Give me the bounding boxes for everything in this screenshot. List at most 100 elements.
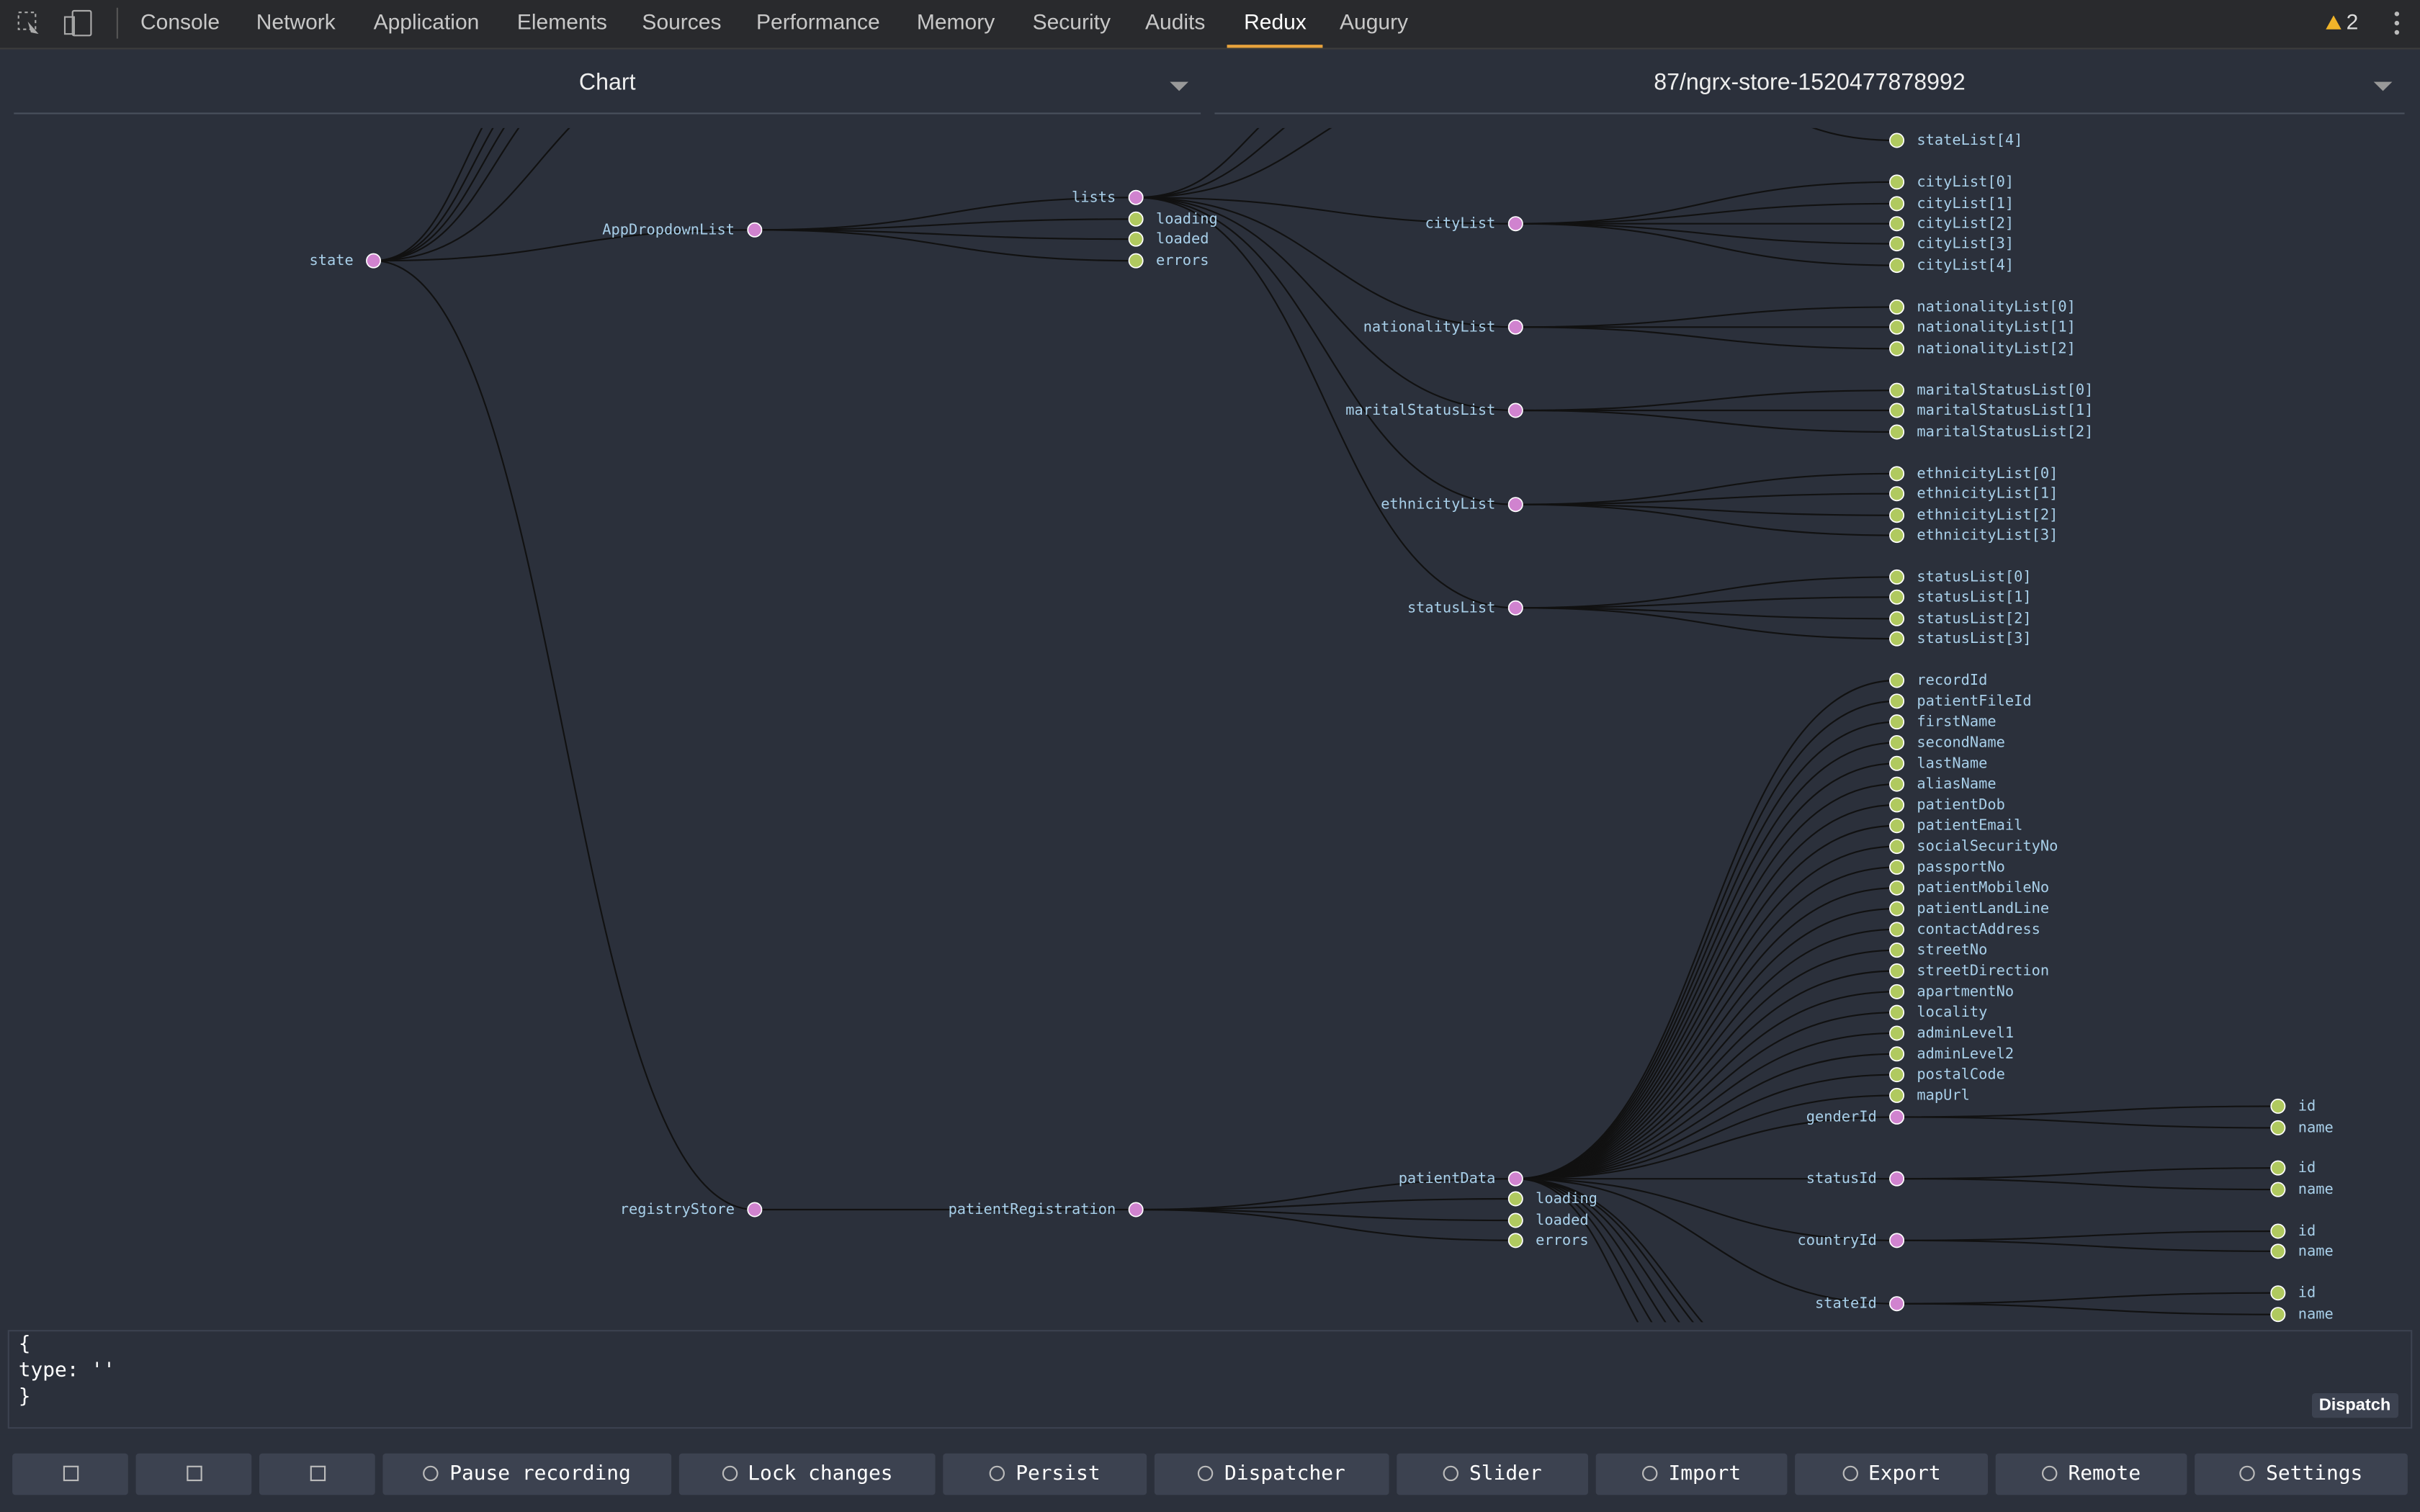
tab[interactable]: Security — [1032, 9, 1111, 35]
leaf-node[interactable] — [1889, 755, 1905, 771]
branch-node[interactable] — [1507, 319, 1523, 335]
leaf-node[interactable] — [1889, 672, 1905, 688]
leaf-node[interactable] — [1889, 1046, 1905, 1062]
branch-node[interactable] — [1507, 497, 1523, 513]
leaf-node[interactable] — [1889, 922, 1905, 937]
branch-node[interactable] — [1507, 216, 1523, 232]
tab[interactable]: Augury — [1340, 9, 1409, 35]
toolbar-button[interactable]: Import — [1595, 1453, 1788, 1495]
leaf-node[interactable] — [1889, 611, 1905, 626]
leaf-node[interactable] — [1889, 132, 1905, 148]
leaf-node[interactable] — [1889, 1067, 1905, 1083]
toolbar-button[interactable]: Pause recording — [382, 1453, 672, 1495]
leaf-node[interactable] — [2270, 1285, 2286, 1301]
leaf-node[interactable] — [1889, 299, 1905, 315]
leaf-node[interactable] — [1507, 1191, 1523, 1207]
leaf-node[interactable] — [1507, 1212, 1523, 1228]
toolbar-button[interactable]: Persist — [943, 1453, 1147, 1495]
leaf-node[interactable] — [2270, 1307, 2286, 1323]
leaf-node[interactable] — [1889, 196, 1905, 212]
tab[interactable]: Network — [256, 9, 336, 35]
leaf-node[interactable] — [1889, 319, 1905, 335]
leaf-node[interactable] — [1889, 693, 1905, 709]
leaf-node[interactable] — [1889, 528, 1905, 544]
leaf-node[interactable] — [1889, 569, 1905, 585]
tab[interactable]: Memory — [916, 9, 995, 35]
link — [754, 218, 1137, 231]
branch-node[interactable] — [747, 222, 763, 238]
toolbar-button[interactable]: Export — [1795, 1453, 1988, 1495]
branch-node[interactable] — [1889, 1296, 1905, 1312]
leaf-node[interactable] — [1507, 1233, 1523, 1248]
toolbar-button[interactable]: Dispatcher — [1154, 1453, 1389, 1495]
toolbar-button[interactable]: Settings — [2195, 1453, 2408, 1495]
dispatch-button[interactable]: Dispatch — [2311, 1392, 2398, 1418]
leaf-node[interactable] — [1889, 466, 1905, 482]
leaf-node[interactable] — [2270, 1160, 2286, 1176]
branch-node[interactable] — [747, 1202, 763, 1218]
icon-button[interactable] — [135, 1453, 252, 1495]
tab[interactable]: Sources — [642, 9, 722, 35]
leaf-node[interactable] — [1889, 236, 1905, 252]
leaf-node[interactable] — [1889, 341, 1905, 356]
leaf-node[interactable] — [1889, 797, 1905, 813]
leaf-node[interactable] — [1889, 901, 1905, 917]
action-editor[interactable]: { type: '' } Dispatch — [7, 1330, 2413, 1429]
leaf-node[interactable] — [1889, 508, 1905, 523]
leaf-node[interactable] — [1889, 714, 1905, 730]
leaf-node[interactable] — [2270, 1243, 2286, 1259]
view-selector[interactable]: Chart — [14, 50, 1201, 114]
leaf-node[interactable] — [1889, 1087, 1905, 1103]
leaf-node[interactable] — [1128, 211, 1144, 227]
leaf-node[interactable] — [1128, 253, 1144, 269]
leaf-node[interactable] — [1889, 402, 1905, 418]
tab[interactable]: Audits — [1145, 9, 1206, 35]
branch-node[interactable] — [366, 253, 382, 269]
toolbar-button[interactable]: Lock changes — [678, 1453, 936, 1495]
leaf-node[interactable] — [1889, 839, 1905, 855]
leaf-node[interactable] — [1889, 589, 1905, 605]
branch-node[interactable] — [1128, 189, 1144, 205]
leaf-node[interactable] — [1889, 776, 1905, 792]
leaf-node[interactable] — [2270, 1098, 2286, 1114]
leaf-node[interactable] — [1128, 231, 1144, 247]
tab[interactable]: Console — [140, 9, 220, 35]
leaf-node[interactable] — [2270, 1182, 2286, 1197]
leaf-node[interactable] — [1889, 963, 1905, 978]
icon-button[interactable] — [259, 1453, 375, 1495]
leaf-node[interactable] — [1889, 734, 1905, 750]
leaf-node[interactable] — [1889, 382, 1905, 398]
toolbar-button[interactable]: Slider — [1397, 1453, 1588, 1495]
leaf-node[interactable] — [1889, 424, 1905, 440]
menu[interactable] — [2389, 0, 2404, 46]
branch-node[interactable] — [1889, 1171, 1905, 1187]
branch-node[interactable] — [1889, 1233, 1905, 1248]
leaf-node[interactable] — [2270, 1223, 2286, 1239]
leaf-node[interactable] — [1889, 174, 1905, 190]
leaf-node[interactable] — [1889, 1004, 1905, 1020]
branch-node[interactable] — [1507, 402, 1523, 418]
tab[interactable]: Performance — [756, 9, 880, 35]
branch-node[interactable] — [1507, 1171, 1523, 1187]
toolbar-button[interactable]: Remote — [1995, 1453, 2187, 1495]
tab[interactable]: Application — [373, 9, 480, 35]
tab[interactable]: Redux — [1227, 0, 1324, 48]
branch-node[interactable] — [1507, 600, 1523, 616]
icon-button[interactable] — [12, 1453, 128, 1495]
branch-node[interactable] — [1889, 1109, 1905, 1125]
leaf-node[interactable] — [1889, 1025, 1905, 1041]
leaf-node[interactable] — [1889, 859, 1905, 875]
warning-count[interactable]: 2 — [2326, 0, 2359, 45]
tab[interactable]: Elements — [516, 9, 607, 35]
leaf-node[interactable] — [1889, 486, 1905, 502]
leaf-node[interactable] — [1889, 631, 1905, 647]
leaf-node[interactable] — [1889, 942, 1905, 958]
leaf-node[interactable] — [1889, 818, 1905, 834]
leaf-node[interactable] — [1889, 984, 1905, 999]
leaf-node[interactable] — [2270, 1120, 2286, 1135]
instance-selector[interactable]: 87/ngrx-store-1520477878992 — [1214, 50, 2405, 114]
leaf-node[interactable] — [1889, 258, 1905, 274]
branch-node[interactable] — [1128, 1202, 1144, 1218]
leaf-node[interactable] — [1889, 880, 1905, 896]
leaf-node[interactable] — [1889, 216, 1905, 232]
